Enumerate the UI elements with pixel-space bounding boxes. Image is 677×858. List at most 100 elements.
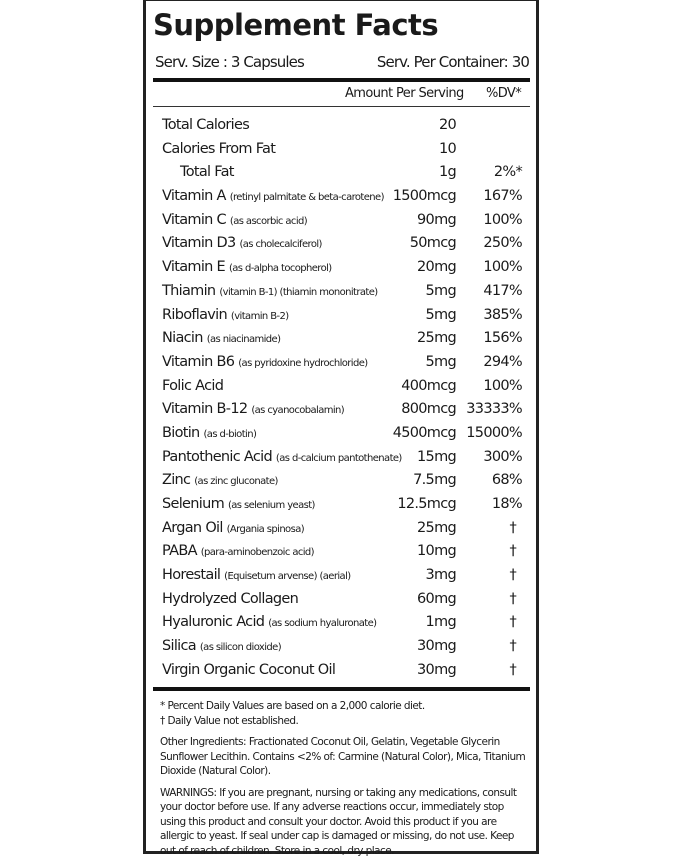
nutrient-amount: 5mg (420, 304, 456, 328)
nutrient-source: (para-aminobenzoic acid) (201, 547, 314, 558)
nutrient-dv: † (456, 564, 528, 588)
nutrient-name: Vitamin D3 (as cholecalciferol) (162, 232, 322, 257)
nutrient-name: Argan Oil (Argania spinosa) (162, 517, 304, 542)
nutrient-row: Vitamin A (retinyl palmitate & beta-caro… (162, 185, 528, 209)
other-ingredients: Other Ingredients: Fractionated Coconut … (160, 735, 532, 779)
nutrient-name: Vitamin C (as ascorbic acid) (162, 209, 307, 234)
servings-per-container: Serv. Per Container: 30 (377, 53, 529, 71)
nutrient-source: (as silicon dioxide) (200, 642, 281, 653)
serving-line: Serv. Size : 3 Capsules Serv. Per Contai… (155, 53, 529, 71)
nutrient-name: Calories From Fat (162, 138, 275, 163)
nutrient-amount: 800mcg (395, 398, 456, 422)
nutrient-name-text: Total Calories (162, 117, 249, 133)
nutrient-amount: 1500mcg (387, 185, 456, 209)
nutrient-dv: 100% (456, 209, 528, 233)
nutrient-source: (as ascorbic acid) (230, 216, 307, 227)
nutrient-dv: 15000% (456, 422, 528, 446)
nutrient-dv: † (456, 588, 528, 612)
nutrient-amount: 4500mcg (387, 422, 456, 446)
amount-header: Amount Per Serving (345, 86, 464, 101)
nutrient-row: Horestail (Equisetum arvense) (aerial)3m… (162, 564, 528, 588)
nutrient-source: (retinyl palmitate & beta-carotene) (230, 192, 384, 203)
nutrient-name-text: Vitamin D3 (162, 235, 236, 251)
nutrient-amount: 25mg (411, 517, 456, 541)
nutrient-dv: 250% (456, 232, 528, 256)
nutrient-row: Total Calories 20 (162, 114, 528, 138)
nutrient-source: (as pyridoxine hydrochloride) (238, 358, 367, 369)
nutrient-row: Calories From Fat 10 (162, 138, 528, 162)
nutrient-name: Selenium (as selenium yeast) (162, 493, 315, 518)
divider-thin (153, 106, 530, 107)
nutrient-name: Vitamin E (as d-alpha tocopherol) (162, 256, 332, 281)
dagger-footnote: † Daily Value not established. (160, 714, 532, 729)
nutrient-name-text: Niacin (162, 330, 203, 346)
divider-thick (153, 78, 530, 82)
nutrient-dv: † (456, 540, 528, 564)
nutrient-source: (as cholecalciferol) (239, 239, 321, 250)
nutrient-name: PABA (para-aminobenzoic acid) (162, 540, 314, 565)
nutrient-amount: 20mg (411, 256, 456, 280)
nutrient-amount: 15mg (411, 446, 456, 470)
nutrient-name: Riboflavin (vitamin B-2) (162, 304, 289, 329)
nutrient-dv: † (456, 659, 528, 683)
nutrient-amount: 10mg (411, 540, 456, 564)
nutrient-source: (as zinc gluconate) (194, 476, 278, 487)
nutrient-name-text: Horestail (162, 567, 220, 583)
nutrient-name: Vitamin A (retinyl palmitate & beta-caro… (162, 185, 384, 210)
nutrient-source: (as niacinamide) (207, 334, 281, 345)
nutrient-row: PABA (para-aminobenzoic acid) 10mg† (162, 540, 528, 564)
nutrient-name-text: Selenium (162, 496, 224, 512)
nutrient-name: Total Fat (162, 161, 234, 186)
nutrient-amount: 10 (433, 138, 456, 162)
nutrient-amount: 1mg (420, 611, 456, 635)
nutrient-amount: 60mg (411, 588, 456, 612)
nutrient-name-text: Vitamin B-12 (162, 401, 247, 417)
nutrient-name-text: Zinc (162, 472, 190, 488)
nutrient-name: Virgin Organic Coconut Oil (162, 659, 335, 684)
nutrient-row: Argan Oil (Argania spinosa) 25mg† (162, 517, 528, 541)
dv-header: %DV* (486, 86, 521, 101)
nutrient-row: Virgin Organic Coconut Oil 30mg† (162, 659, 528, 683)
nutrient-source: (as selenium yeast) (228, 500, 315, 511)
nutrient-name: Niacin (as niacinamide) (162, 327, 280, 352)
nutrient-name-text: Calories From Fat (162, 141, 275, 157)
nutrient-dv: 100% (456, 256, 528, 280)
nutrient-name-text: Vitamin B6 (162, 354, 234, 370)
nutrient-dv: 300% (456, 446, 528, 470)
nutrient-dv: 100% (456, 375, 528, 399)
nutrient-source: (as d-biotin) (203, 429, 256, 440)
nutrient-name: Biotin (as d-biotin) (162, 422, 256, 447)
nutrient-name: Pantothenic Acid (as d-calcium pantothen… (162, 446, 402, 471)
nutrient-name: Horestail (Equisetum arvense) (aerial) (162, 564, 351, 589)
nutrient-amount: 7.5mg (407, 469, 456, 493)
nutrient-dv: 2%* (456, 161, 528, 185)
nutrient-amount: 90mg (411, 209, 456, 233)
nutrient-dv: 417% (456, 280, 528, 304)
nutrient-name: Silica (as silicon dioxide) (162, 635, 281, 660)
nutrient-dv: 294% (456, 351, 528, 375)
nutrient-amount: 25mg (411, 327, 456, 351)
nutrient-name-text: Argan Oil (162, 520, 223, 536)
nutrient-name: Total Calories (162, 114, 249, 139)
serving-size: Serv. Size : 3 Capsules (155, 53, 304, 71)
nutrient-amount: 30mg (411, 659, 456, 683)
nutrient-source: (as sodium hyaluronate) (268, 618, 376, 629)
nutrient-name-text: Silica (162, 638, 196, 654)
nutrient-dv: † (456, 635, 528, 659)
nutrient-dv: † (456, 517, 528, 541)
nutrient-name-text: Biotin (162, 425, 200, 441)
nutrient-dv: † (456, 611, 528, 635)
nutrient-row: Vitamin B6 (as pyridoxine hydrochloride)… (162, 351, 528, 375)
nutrient-name-text: Vitamin C (162, 212, 226, 228)
nutrient-source: (Equisetum arvense) (aerial) (224, 571, 350, 582)
